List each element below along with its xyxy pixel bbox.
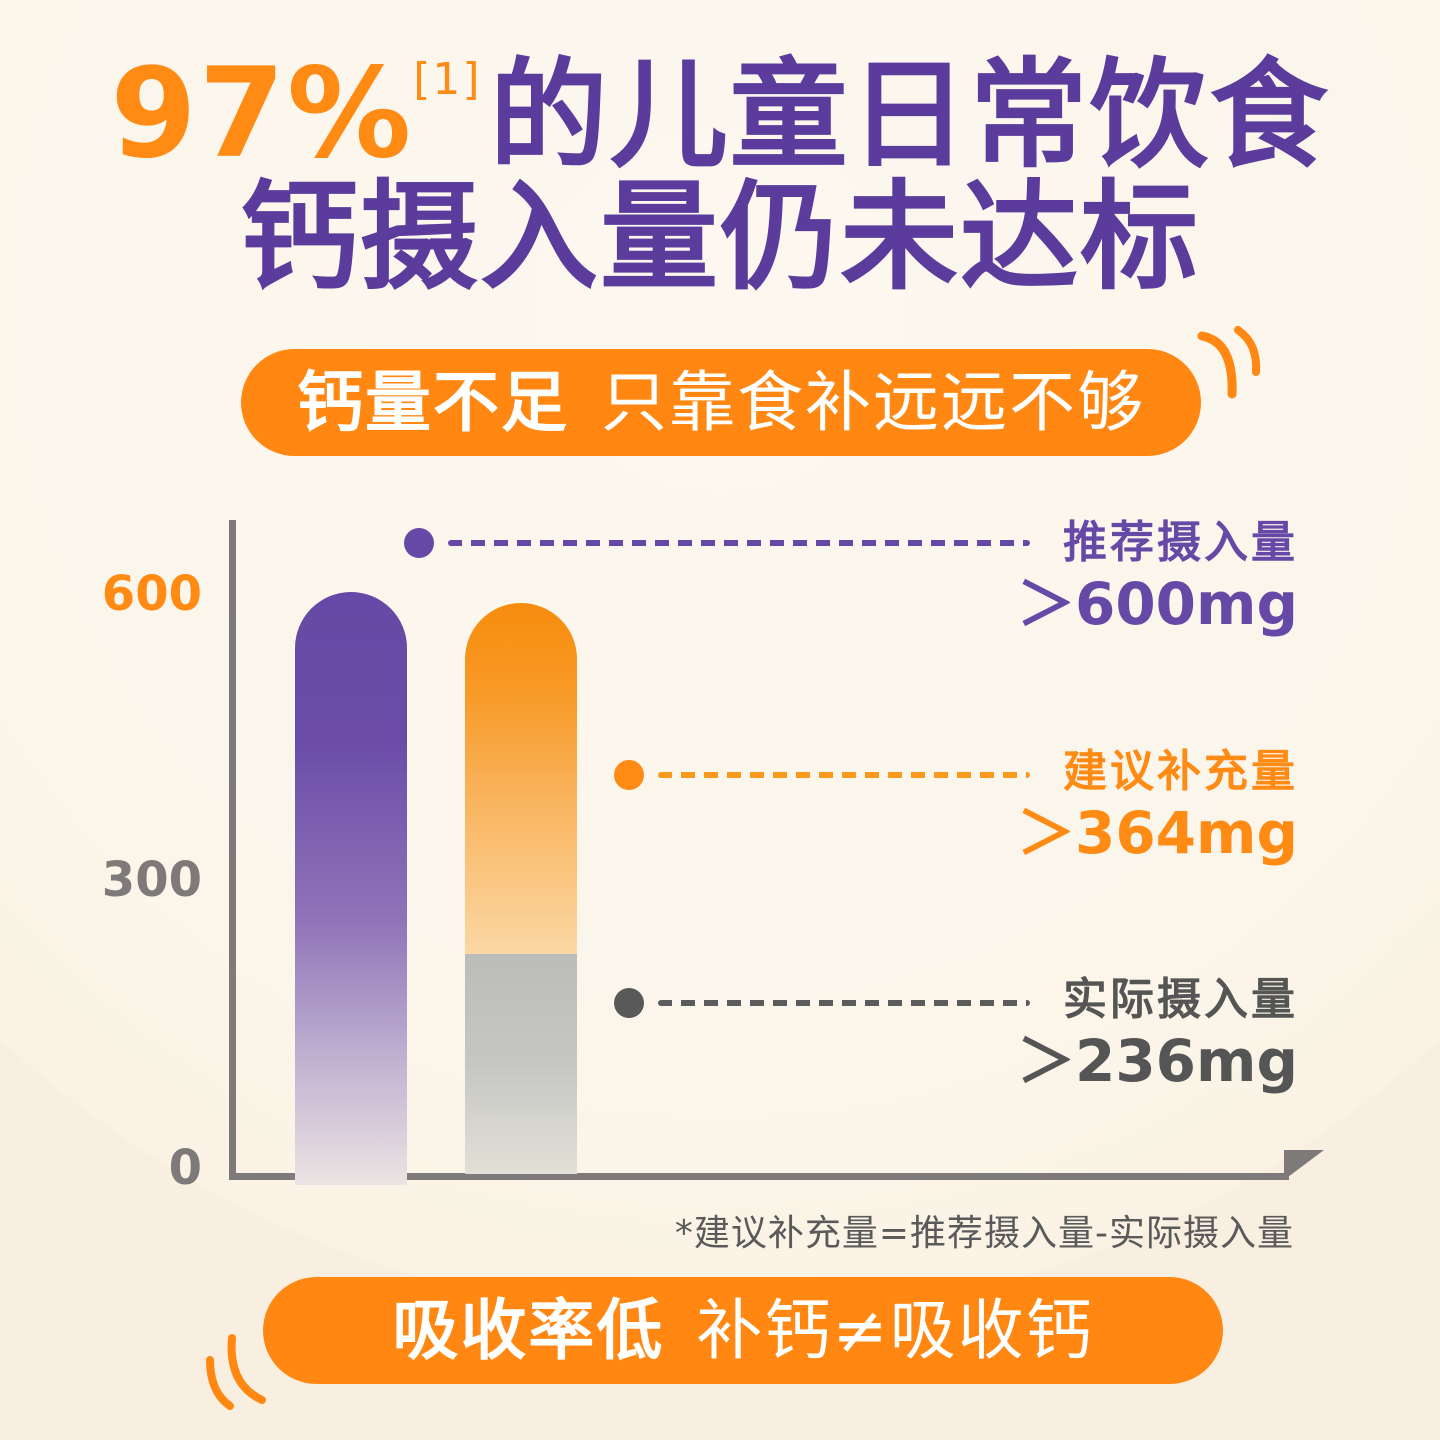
bar-actual-intake (465, 954, 577, 1174)
bar-suggested-supplement (465, 603, 577, 954)
y-tick-300: 300 (101, 852, 202, 908)
sound-wave-icon (206, 1334, 266, 1410)
banner-bottom-text: 补钙≠吸收钙 (696, 1291, 1094, 1369)
headline-percent: 97% (110, 42, 414, 186)
legend-actual-name: 实际摄入量 (1063, 974, 1298, 1025)
headline-line-2: 钙摄入量仍未达标 (239, 168, 1200, 306)
legend-actual-value: ＞236mg (1016, 1027, 1298, 1096)
x-axis-arrow-icon (1284, 1150, 1324, 1180)
legend-recommended: 推荐摄入量 ＞600mg (1016, 517, 1298, 639)
background-glow (0, 0, 1440, 1320)
banner-top-strong: 钙量不足 (297, 363, 569, 441)
legend-recommended-value: ＞600mg (1016, 570, 1298, 639)
banner-bottom: 吸收率低 补钙≠吸收钙 (263, 1277, 1223, 1384)
leader-line-recommended (404, 528, 1030, 558)
dashed-line (658, 1000, 1030, 1006)
banner-top: 钙量不足 只靠食补远远不够 (241, 349, 1201, 456)
leader-line-actual (614, 988, 1030, 1018)
dot-marker-icon (404, 528, 434, 558)
legend-supplement: 建议补充量 ＞364mg (1016, 746, 1298, 868)
dot-marker-icon (614, 760, 644, 790)
x-axis (229, 1173, 1289, 1180)
y-axis (229, 520, 236, 1180)
footnote-reference: [1] (413, 54, 482, 105)
sound-wave-icon (1197, 326, 1261, 399)
headline-line-1: 97%[1]的儿童日常饮食 (0, 52, 1440, 176)
legend-supplement-name: 建议补充量 (1063, 746, 1298, 797)
bar-recommended-intake (295, 592, 407, 1185)
legend-actual: 实际摄入量 ＞236mg (1016, 974, 1298, 1096)
dot-marker-icon (614, 988, 644, 1018)
banner-bottom-strong: 吸收率低 (392, 1291, 665, 1369)
leader-line-supplement (614, 760, 1030, 790)
dashed-line (658, 772, 1030, 778)
dashed-line (448, 540, 1030, 546)
legend-supplement-value: ＞364mg (1016, 799, 1298, 868)
chart-footnote: *建议补充量=推荐摄入量-实际摄入量 (674, 1213, 1294, 1254)
banner-top-text: 只靠食补远远不够 (601, 363, 1145, 441)
headline-line-1-text: 的儿童日常饮食 (489, 46, 1330, 184)
y-tick-0: 0 (168, 1140, 202, 1196)
legend-recommended-name: 推荐摄入量 (1063, 517, 1298, 568)
y-tick-600: 600 (101, 566, 202, 622)
